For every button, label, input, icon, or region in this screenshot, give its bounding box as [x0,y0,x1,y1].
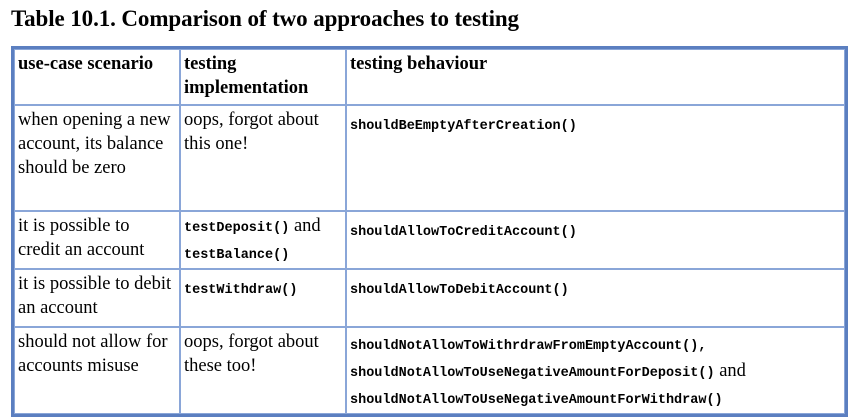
table-row: it is possible to debit an account testW… [14,269,845,327]
behaviour-cell: shouldBeEmptyAfterCreation() [346,105,845,211]
implementation-method: testWithdraw() [184,283,298,298]
behaviour-method: shouldBeEmptyAfterCreation() [350,119,577,134]
behaviour-method: shouldAllowToDebitAccount() [350,283,569,298]
implementation-cell: testWithdraw() [180,269,346,327]
header-implementation: testing implementation [180,49,346,105]
implementation-method: testDeposit() [184,221,290,236]
table-row: should not allow for accounts misuse oop… [14,327,845,414]
header-scenario: use-case scenario [14,49,180,105]
comparison-table: use-case scenario testing implementation… [11,46,848,417]
behaviour-cell: shouldAllowToCreditAccount() [346,211,845,269]
implementation-joiner: and [293,216,321,236]
table-row: when opening a new account, its balance … [14,105,845,211]
behaviour-method: shouldNotAllowToUseNegativeAmountForWith… [350,393,723,408]
behaviour-cell: shouldNotAllowToWithrdrawFromEmptyAccoun… [346,327,845,414]
table-header-row: use-case scenario testing implementation… [14,49,845,105]
behaviour-method: shouldNotAllowToWithrdrawFromEmptyAccoun… [350,339,707,354]
behaviour-joiner: and [719,361,746,381]
behaviour-method: shouldNotAllowToUseNegativeAmountForDepo… [350,366,715,381]
behaviour-cell: shouldAllowToDebitAccount() [346,269,845,327]
behaviour-method: shouldAllowToCreditAccount() [350,225,577,240]
table-caption: Table 10.1. Comparison of two approaches… [11,6,519,31]
implementation-cell: testDeposit() and testBalance() [180,211,346,269]
implementation-cell: oops, forgot about these too! [180,327,346,414]
scenario-cell: should not allow for accounts misuse [14,327,180,414]
scenario-cell: when opening a new account, its balance … [14,105,180,211]
scenario-cell: it is possible to debit an account [14,269,180,327]
table-row: it is possible to credit an account test… [14,211,845,269]
implementation-cell: oops, forgot about this one! [180,105,346,211]
header-behaviour: testing behaviour [346,49,845,105]
implementation-method: testBalance() [184,248,290,263]
scenario-cell: it is possible to credit an account [14,211,180,269]
